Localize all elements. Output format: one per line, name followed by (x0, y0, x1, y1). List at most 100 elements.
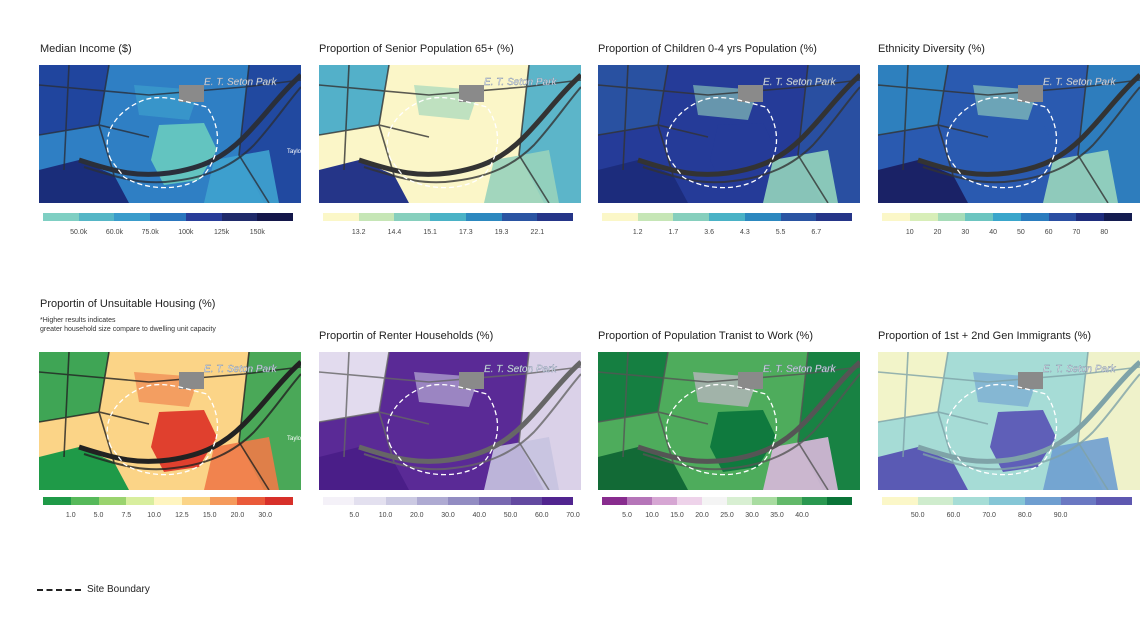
color-legend (602, 213, 853, 221)
legend-swatch (1076, 213, 1105, 221)
map-region (598, 65, 668, 135)
legend-tick-label: 40.0 (472, 512, 487, 519)
legend-swatch (70, 497, 99, 505)
choropleth-map: E. T. Seton Park Taylor (39, 352, 301, 490)
legend-swatch (677, 497, 702, 505)
legend-tick-label: 15.0 (670, 512, 684, 519)
legend-tick-label: 60.0k (105, 229, 123, 236)
choropleth-map: E. T. Seton Park (598, 65, 860, 203)
legend-tick-label: 50.0 (503, 512, 518, 519)
legend-swatch (965, 213, 994, 221)
legend-swatch (78, 213, 115, 221)
map-region (319, 160, 409, 203)
map-region (878, 160, 968, 203)
legend-swatch (993, 213, 1021, 221)
legend-swatch (709, 213, 745, 221)
legend-tick-label: 40 (989, 229, 998, 236)
color-legend (43, 213, 294, 221)
legend-swatch (602, 497, 627, 505)
legend-swatch (150, 213, 186, 221)
panel-title: Proportion of Senior Population 65+ (%) (319, 43, 514, 55)
highway (637, 73, 860, 177)
choropleth-map: E. T. Seton Park (598, 352, 860, 490)
site-area (990, 410, 1056, 472)
panel-title: Median Income ($) (40, 43, 132, 55)
street-label: Taylor (287, 436, 301, 442)
legend-swatch (652, 497, 677, 505)
legend-tick-label: 13.2 (351, 229, 366, 236)
highway-ramp (83, 373, 301, 471)
legend-swatch (882, 213, 910, 221)
site-boundary (945, 96, 1058, 189)
legend-swatch (181, 497, 210, 505)
legend-tick-label: 12.5 (175, 512, 189, 519)
highway (917, 360, 1140, 464)
legend-swatch (43, 497, 71, 505)
legend-swatch (882, 497, 918, 505)
legend-tick-label: 19.3 (494, 229, 509, 236)
legend-tick-label: 100k (178, 229, 194, 236)
legend-swatch (510, 497, 542, 505)
legend-swatch (448, 497, 480, 505)
minor-roads (878, 352, 1140, 490)
park-block (179, 85, 204, 102)
legend-tick-label: 5.0 (93, 512, 104, 519)
legend-swatch (702, 497, 727, 505)
legend-ticks: 10 20 30 40 50 60 70 80 (882, 229, 1144, 241)
choropleth-map: E. T. Seton Park (319, 65, 581, 203)
legend-tick-label: 150k (249, 229, 265, 236)
site-boundary (386, 96, 499, 189)
legend-tick-label: 20.0 (409, 512, 424, 519)
park-label: E. T. Seton Park (763, 77, 836, 88)
legend-swatch (265, 497, 294, 505)
highway (358, 360, 581, 464)
park-block (738, 85, 763, 102)
legend-tick-label: 30 (961, 229, 970, 236)
legend-tick-label: 20.0 (230, 512, 245, 519)
park-label: E. T. Seton Park (204, 364, 277, 375)
legend-swatch (827, 497, 852, 505)
legend-tick-label: 25.0 (720, 512, 734, 519)
legend-swatch (816, 213, 853, 221)
legend-swatch (43, 213, 79, 221)
legend-tick-label: 60.0 (946, 512, 961, 519)
legend-tick-label: 1.0 (65, 512, 76, 519)
choropleth-map: E. T. Seton Park Taylor (39, 65, 301, 203)
choropleth-map: E. T. Seton Park (878, 65, 1140, 203)
legend-swatch (430, 213, 466, 221)
legend-swatch (1096, 497, 1133, 505)
legend-swatch (537, 213, 574, 221)
legend-tick-label: 60 (1044, 229, 1053, 236)
map-region (319, 447, 409, 490)
legend-tick-label: 80.0 (1018, 512, 1032, 519)
legend-swatch (1020, 213, 1049, 221)
legend-tick-label: 70 (1072, 229, 1081, 236)
legend-ticks: 1.2 1.7 3.6 4.3 5.5 6.7 (602, 229, 864, 241)
site-area (151, 410, 217, 472)
legend-swatch (937, 213, 966, 221)
park-block (179, 372, 204, 389)
legend-ticks: 5.0 10.0 15.0 20.0 25.0 30.0 35.0 40.0 (602, 512, 864, 524)
park-label: E. T. Seton Park (1043, 77, 1116, 88)
minor-roads (598, 352, 860, 490)
legend-tick-label: 5.0 (622, 512, 632, 519)
legend-swatch (98, 497, 127, 505)
legend-swatch (802, 497, 827, 505)
highway (78, 73, 301, 177)
legend-swatch (744, 213, 781, 221)
legend-tick-label: 15.1 (423, 229, 437, 236)
highway (78, 360, 301, 464)
map-region (39, 160, 129, 203)
site-area (710, 410, 776, 472)
park-block (1018, 372, 1043, 389)
legend-tick-label: 10.0 (645, 512, 659, 519)
highway-ramp (922, 373, 1140, 471)
map-region (878, 65, 948, 135)
legend-tick-label: 10 (905, 229, 914, 236)
legend-swatch (257, 213, 294, 221)
highway (358, 73, 581, 177)
legend-swatch (358, 213, 395, 221)
map-region (598, 352, 668, 422)
legend-swatch (777, 497, 802, 505)
panel-title: Ethnicity Diversity (%) (878, 43, 985, 55)
